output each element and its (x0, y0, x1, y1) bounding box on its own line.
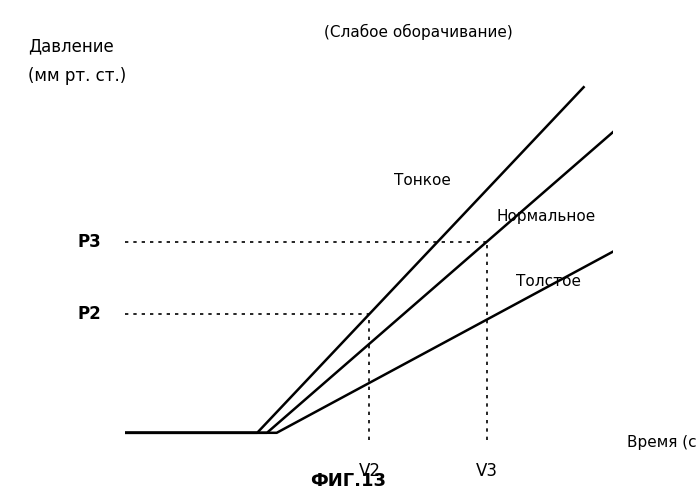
Text: Нормальное: Нормальное (496, 209, 595, 224)
Text: Время (с): Время (с) (627, 435, 697, 450)
Text: V3: V3 (475, 462, 498, 479)
Text: (мм рт. ст.): (мм рт. ст.) (28, 67, 126, 85)
Text: ФИГ.13: ФИГ.13 (310, 472, 387, 490)
Text: P2: P2 (77, 305, 101, 323)
Text: Давление: Давление (28, 37, 114, 55)
Text: (Слабое оборачивание): (Слабое оборачивание) (324, 24, 512, 40)
Text: Тонкое: Тонкое (394, 173, 451, 188)
Text: V2: V2 (358, 462, 381, 479)
Text: P3: P3 (77, 233, 101, 251)
Text: Толстое: Толстое (516, 274, 581, 289)
